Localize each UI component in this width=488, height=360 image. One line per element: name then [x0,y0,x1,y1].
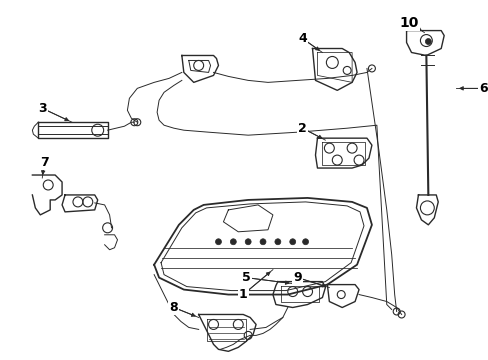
Text: 5: 5 [242,271,250,284]
Circle shape [302,239,308,245]
Circle shape [274,239,280,245]
Text: 2: 2 [298,122,306,135]
Text: 3: 3 [38,102,46,115]
Text: 1: 1 [238,288,247,301]
Text: 8: 8 [169,301,178,314]
Circle shape [215,239,221,245]
Text: 9: 9 [293,271,302,284]
Circle shape [260,239,265,245]
Circle shape [230,239,236,245]
Text: 10: 10 [399,15,418,30]
Circle shape [425,39,430,45]
Circle shape [289,239,295,245]
Text: 7: 7 [40,156,48,168]
Text: 4: 4 [298,32,306,45]
Text: 6: 6 [479,82,487,95]
Circle shape [244,239,251,245]
